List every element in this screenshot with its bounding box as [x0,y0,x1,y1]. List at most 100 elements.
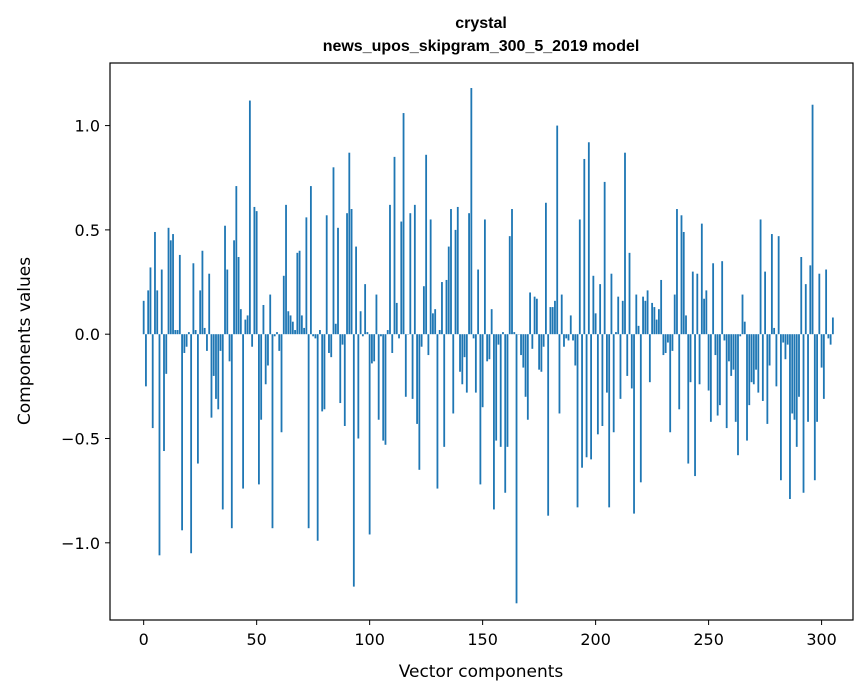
bar [472,334,475,339]
bar [567,334,570,341]
bar [361,334,364,337]
bar [479,334,482,485]
bar [542,334,545,347]
bar [312,334,315,337]
bar [237,257,240,335]
y-tick-label: 1.0 [75,117,100,136]
bar [685,315,687,335]
bar [271,334,274,529]
bar [217,334,220,410]
bar [305,217,308,335]
bar [705,290,708,335]
bar [694,334,696,477]
bar [538,334,541,370]
bar [167,227,170,335]
bar [280,334,283,433]
bar [547,334,550,516]
bar [813,334,816,481]
bar [350,209,353,335]
bar [352,334,355,587]
bar [807,334,809,422]
bar [233,240,235,335]
bar [818,273,821,335]
bar [470,88,473,335]
bar [425,154,428,335]
bar [206,334,208,351]
bar [592,275,595,335]
bar [463,334,466,358]
bar [418,334,421,470]
bar [565,334,568,339]
bar [777,236,780,335]
bar [664,334,667,353]
bar [321,334,324,412]
bar [287,311,290,335]
bar [355,246,357,335]
bar [142,300,145,335]
y-tick-label: 0.0 [75,325,100,344]
bar [619,334,622,399]
bar [508,236,511,335]
bar [309,186,312,335]
bar [513,332,516,335]
bar [601,334,604,426]
bar [615,332,617,335]
bar [436,334,439,489]
bar [581,334,583,468]
chart-title: crystal [455,15,507,32]
x-tick-label: 100 [354,630,385,649]
bar [768,334,771,366]
bar [253,206,256,335]
bar [151,334,154,429]
bar [269,294,272,335]
bar [499,334,502,447]
bar [603,181,606,335]
bar [389,204,391,335]
bar [698,334,701,385]
bar [359,311,362,335]
bar [653,307,656,335]
bar [219,334,222,351]
bar [569,315,572,335]
bar [676,209,678,335]
bar [147,290,150,335]
bar [192,263,195,335]
bar [526,334,529,420]
bar [398,334,400,339]
bar [748,334,751,406]
bar [504,334,507,493]
bar [296,252,299,335]
bar [402,113,405,335]
bar [621,300,624,335]
bar [626,334,629,376]
y-axis-ticks: −1.0 −0.5 0.0 0.5 1.0 [61,117,110,553]
bar [474,334,477,393]
chart-subtitle: news_upos_skipgram_300_5_2019 model [323,38,640,55]
bar [630,334,633,389]
bar [633,334,635,514]
bar [373,334,376,362]
bar [228,334,231,362]
bar [199,290,202,335]
bar [522,334,525,368]
bar [721,261,724,335]
bar [468,213,470,335]
bar [770,234,773,335]
bar [635,294,638,335]
bar [560,294,563,335]
bar [802,334,805,493]
bar [820,334,823,368]
bar [585,334,588,458]
bar [590,334,592,460]
bar [477,269,480,335]
bar [226,269,229,335]
bar [300,315,303,335]
bar [411,334,414,399]
x-tick-label: 150 [467,630,498,649]
bar [447,246,450,335]
bar [178,254,181,335]
bar [224,225,226,335]
bar [210,334,213,418]
bar [438,330,441,335]
bar [203,327,206,335]
